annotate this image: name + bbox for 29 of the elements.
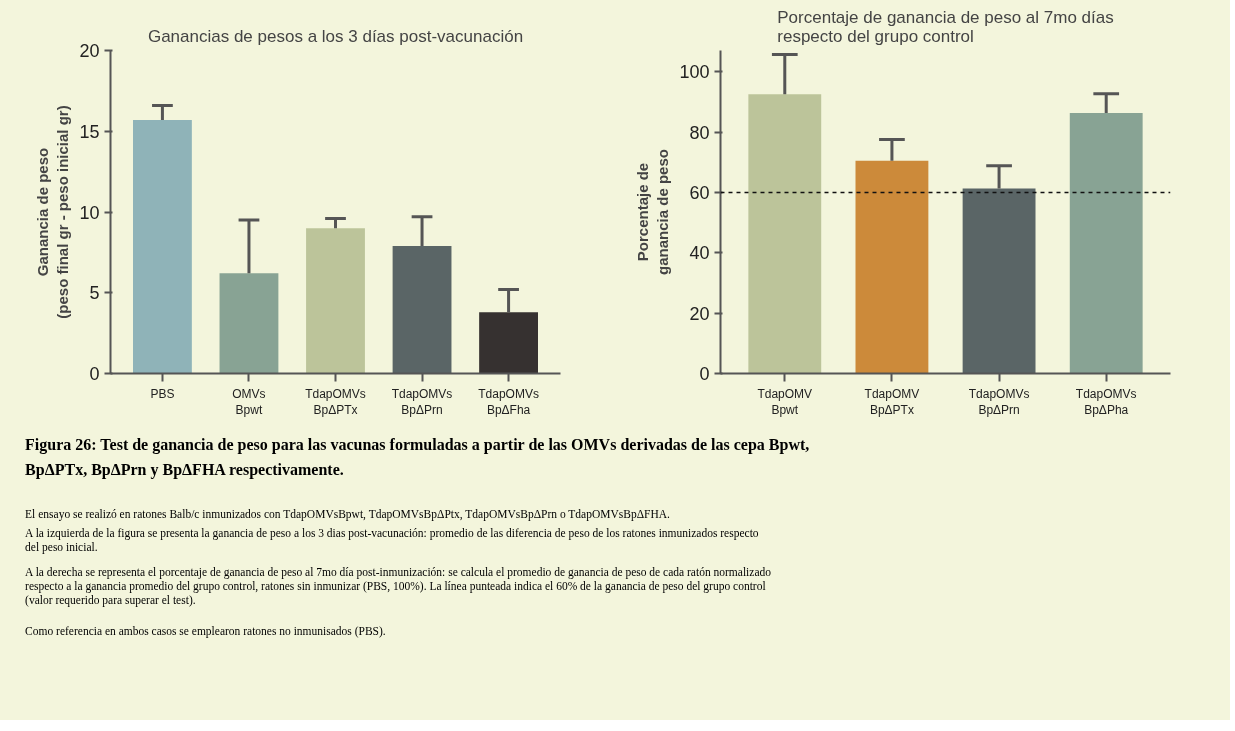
x-tick-label: TdapOMV Bpwt (757, 386, 813, 418)
text: A la izquierda de la figura se presenta la ganancia de peso a los 3 dias post-vacunación: promedio de las diferencia de peso de los ratones inmunizados respecto del peso inicial. (25, 527, 759, 554)
text: A la derecha se representa el porcentaje de ganancia de peso al 7mo día post-inmunización: se calcula el promedio de ganancia de peso de cada ratón normalizado respecto a la ganancia promedio del grupo control, ratones sin inmunizar (PBS, 100%). La línea punteada indica el 60% de la ganancia de peso del grupo control (valor requerido para superar el test). (25, 566, 772, 607)
chart-title: Porcentaje de ganancia de peso al 7mo días respecto del grupo control (777, 7, 1114, 46)
y-tick-label: 80 (689, 122, 710, 143)
x-tick-label: TdapOMVs BpΔPrn (968, 386, 1030, 418)
x-tick-label: OMVs Bpwt (232, 386, 266, 418)
y-tick-label: 15 (79, 121, 100, 142)
y-tick-label: 10 (79, 202, 100, 223)
y-axis-title: Ganancia de peso (peso final gr - peso inicial gr) (34, 105, 72, 319)
y-tick-label: 60 (689, 182, 710, 203)
y-tick-label: 0 (89, 364, 100, 384)
text: Como referencia en ambos casos se emplearon ratones no inmunisados (PBS). (25, 624, 386, 638)
y-tick-label: 5 (89, 283, 100, 304)
x-tick-label: TdapOMVs BpΔPrn (391, 386, 453, 418)
x-tick-label: PBS (150, 386, 175, 401)
text: El ensayo se realizó en ratones Balb/c inmunizados con TdapOMVsBpwt, TdapOMVsBpΔPtx, TdapOMVsBpΔPrn o TdapOMVsBpΔFHA. (25, 507, 671, 521)
text: Figura 26: Test de ganancia de peso para las vacunas formuladas a partir de las OMVs derivadas de las cepa Bpwt, BpΔPTx, BpΔPrn y BpΔFHA respectivamente. (25, 435, 810, 479)
y-axis-title: Porcentaje de ganancia de peso (634, 149, 672, 275)
y-tick-label: 100 (679, 62, 710, 83)
y-tick-label: 20 (79, 41, 100, 61)
x-tick-label: TdapOMVs BpΔPha (1075, 386, 1137, 418)
y-tick-label: 0 (699, 364, 710, 384)
x-tick-label: TdapOMVs BpΔFha (478, 386, 539, 418)
y-tick-label: 20 (689, 303, 710, 324)
x-tick-label: TdapOMV BpΔPTx (864, 386, 920, 418)
y-tick-label: 40 (689, 243, 710, 264)
chart-title: Ganancias de pesos a los 3 días post-vacunación (147, 26, 524, 46)
x-tick-label: TdapOMVs BpΔPTx (305, 386, 366, 418)
